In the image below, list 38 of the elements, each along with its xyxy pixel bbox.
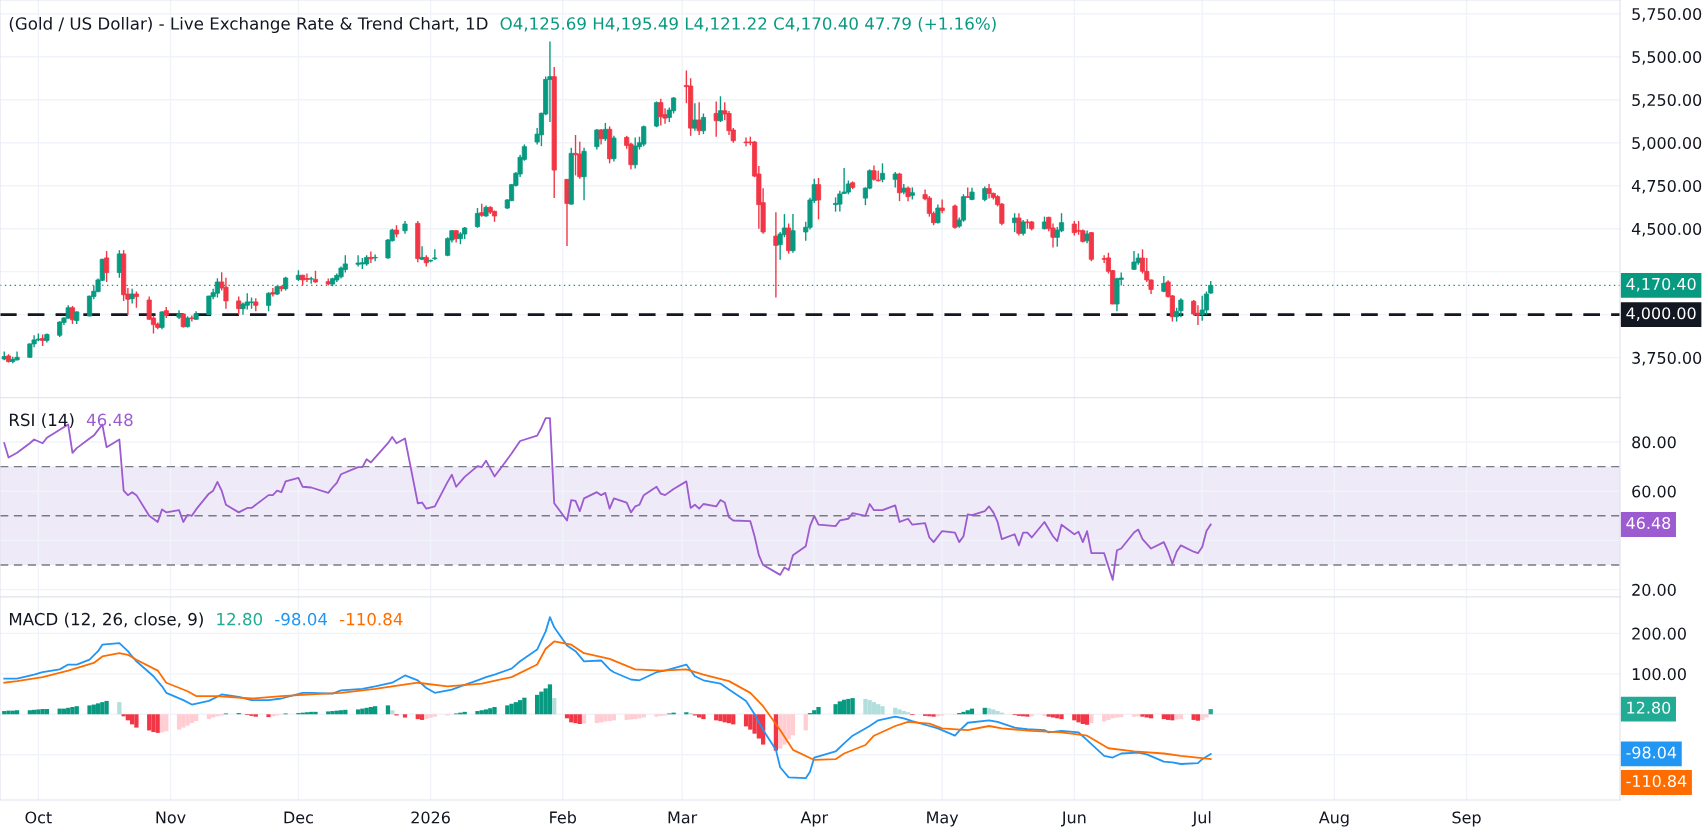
y-tick-label: 4,750.00 xyxy=(1631,179,1702,194)
x-tick-label: Jun xyxy=(1061,811,1086,827)
x-tick-label: Apr xyxy=(800,811,829,827)
x-tick-label: Jul xyxy=(1191,811,1211,827)
y-tick-label: 60.00 xyxy=(1632,485,1676,498)
y-tick-label: 5,250.00 xyxy=(1632,93,1702,108)
y-tick-label: 5,500.00 xyxy=(1632,50,1702,65)
y-tick-label: 5,750.00 xyxy=(1632,7,1702,22)
text: 46.48 xyxy=(1626,517,1671,530)
annotation: -110.84 xyxy=(339,612,403,626)
x-tick-label: Oct xyxy=(25,811,52,824)
y-tick-label: 4,500.00 xyxy=(1631,222,1702,237)
x-tick-label: 2026 xyxy=(411,811,450,824)
annotation: 12.80 xyxy=(217,612,263,626)
annotation: -98.04 xyxy=(275,612,328,626)
x-tick-label: Aug xyxy=(1318,811,1349,827)
y-tick-label: 3,750.00 xyxy=(1632,351,1702,366)
x-tick-label: Feb xyxy=(550,811,576,824)
x-tick-label: Mar xyxy=(668,811,698,824)
ref-line-label: 4,170.40 xyxy=(1626,277,1696,292)
y-tick-label: 20.00 xyxy=(1632,583,1676,596)
y-tick-label: 100.00 xyxy=(1632,668,1686,681)
text: -110.84 xyxy=(1626,775,1687,788)
x-tick-label: Dec xyxy=(284,811,313,824)
annotation: MACD (12, 26, close, 9) xyxy=(9,612,203,628)
annotation: RSI (14) xyxy=(9,413,74,429)
text: O4,125.69 H4,195.49 L4,121.22 C4,170.40 47.79 (+1.16%) xyxy=(500,16,996,32)
text: 12.80 xyxy=(1627,701,1671,714)
text: (Gold / US Dollar) - Live Exchange Rate & Trend Chart, 1D xyxy=(9,16,488,34)
text: -98.04 xyxy=(1626,746,1677,759)
x-tick-label: Sep xyxy=(1452,811,1481,827)
ref-line-label: 4,000.00 xyxy=(1626,307,1696,321)
annotation: 46.48 xyxy=(86,413,133,427)
y-tick-label: 200.00 xyxy=(1632,627,1686,640)
x-tick-label: Nov xyxy=(156,811,186,824)
x-tick-label: May xyxy=(927,811,959,827)
y-tick-label: 5,000.00 xyxy=(1632,136,1702,151)
y-tick-label: 80.00 xyxy=(1632,436,1676,449)
